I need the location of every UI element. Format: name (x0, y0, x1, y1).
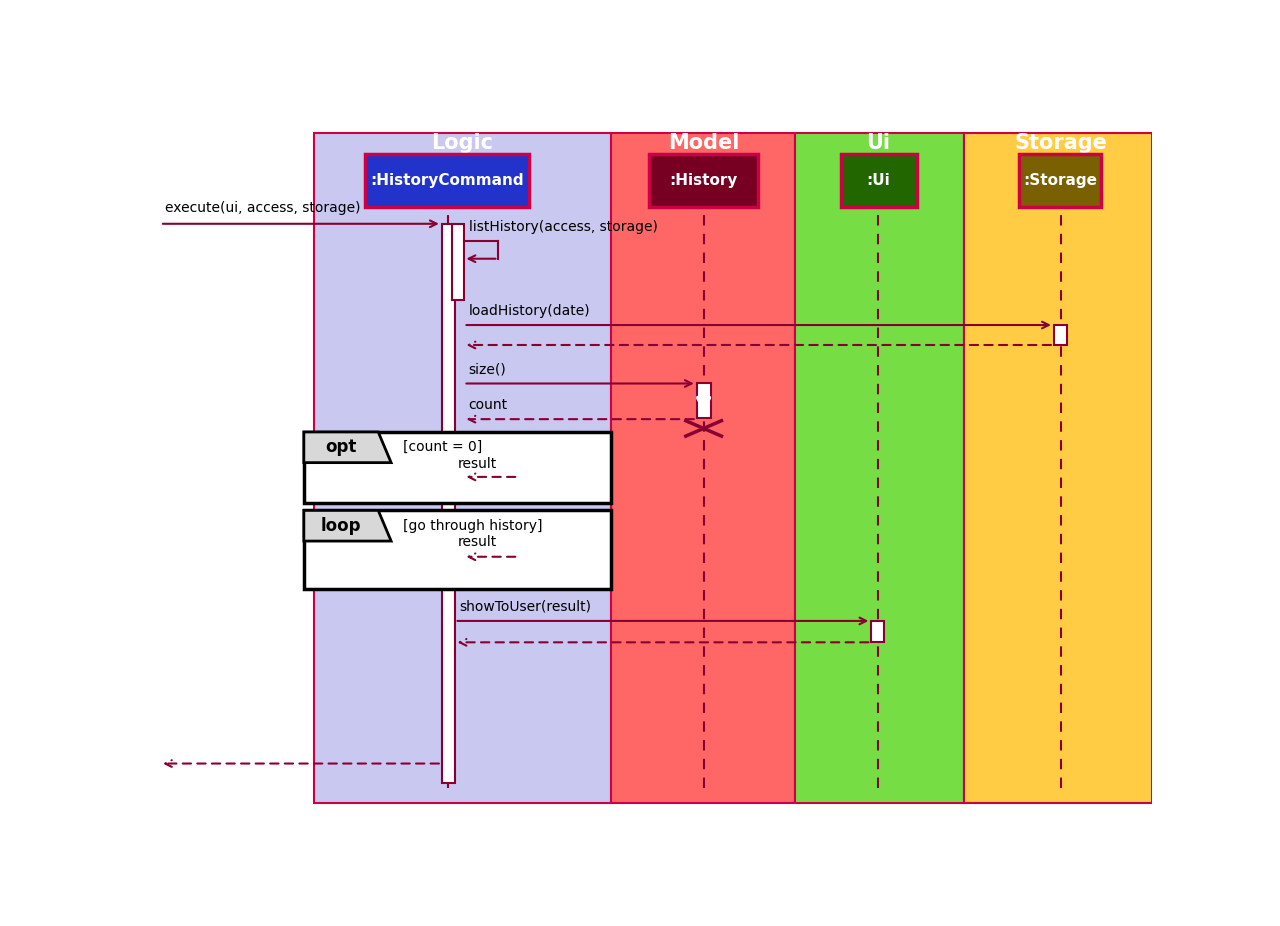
FancyBboxPatch shape (365, 154, 529, 207)
Text: Storage: Storage (1014, 133, 1107, 153)
Polygon shape (303, 510, 392, 541)
FancyBboxPatch shape (964, 132, 1152, 803)
FancyBboxPatch shape (795, 132, 964, 803)
FancyBboxPatch shape (841, 154, 916, 207)
FancyBboxPatch shape (872, 621, 884, 643)
FancyBboxPatch shape (1053, 325, 1066, 345)
Text: result: result (458, 535, 497, 549)
FancyBboxPatch shape (612, 132, 795, 803)
FancyBboxPatch shape (303, 432, 612, 504)
FancyBboxPatch shape (303, 510, 612, 589)
Text: loop: loop (321, 517, 361, 534)
Text: Logic: Logic (431, 133, 494, 153)
Text: Ui: Ui (867, 133, 890, 153)
FancyBboxPatch shape (1019, 154, 1101, 207)
Text: :HistoryCommand: :HistoryCommand (370, 173, 524, 188)
Text: Model: Model (668, 133, 740, 153)
Text: opt: opt (325, 438, 357, 457)
Text: size(): size() (468, 362, 507, 376)
Text: :History: :History (669, 173, 737, 188)
Text: listHistory(access, storage): listHistory(access, storage) (468, 219, 658, 233)
Text: result: result (458, 457, 497, 471)
Text: [count = 0]: [count = 0] (403, 440, 483, 455)
FancyBboxPatch shape (314, 132, 612, 803)
Text: showToUser(result): showToUser(result) (460, 600, 591, 614)
FancyBboxPatch shape (452, 224, 463, 300)
Polygon shape (303, 432, 392, 463)
FancyBboxPatch shape (649, 154, 758, 207)
Text: :Storage: :Storage (1024, 173, 1098, 188)
Text: execute(ui, access, storage): execute(ui, access, storage) (165, 201, 361, 215)
Text: [go through history]: [go through history] (403, 519, 543, 532)
FancyBboxPatch shape (696, 383, 710, 418)
FancyBboxPatch shape (442, 224, 454, 782)
Text: :Ui: :Ui (867, 173, 890, 188)
Text: count: count (468, 398, 508, 412)
Text: loadHistory(date): loadHistory(date) (468, 304, 590, 318)
